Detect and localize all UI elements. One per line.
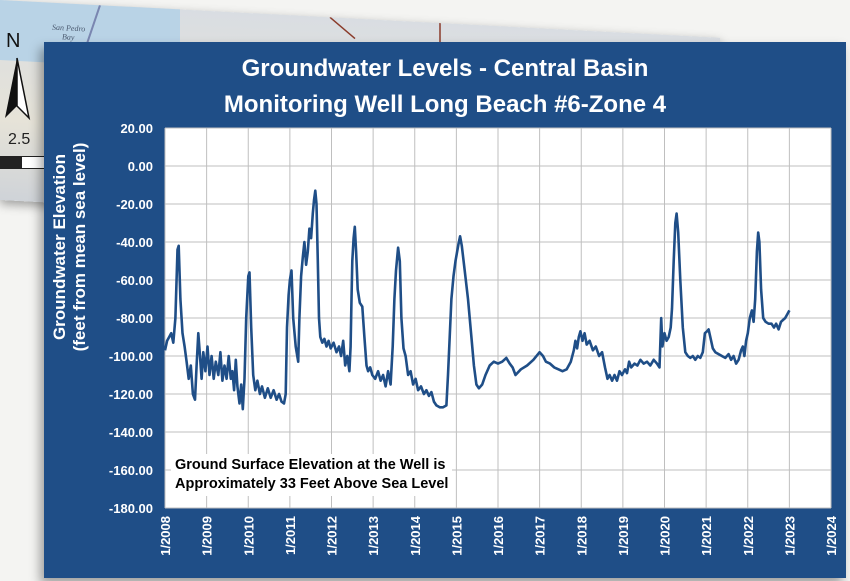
- x-tick-label: 1/2022: [741, 516, 756, 556]
- x-tick-label: 1/2018: [574, 516, 589, 556]
- x-tick-label: 1/2017: [533, 516, 548, 556]
- y-tick-label: -80.00: [116, 311, 153, 326]
- x-tick-label: 1/2020: [658, 516, 673, 556]
- chart-panel: Groundwater Levels - Central Basin Monit…: [44, 42, 846, 578]
- x-tick-label: 1/2016: [491, 516, 506, 556]
- chart-subtitle: Monitoring Well Long Beach #6-Zone 4: [223, 91, 667, 118]
- y-tick-label: -20.00: [116, 197, 153, 212]
- y-tick-label: -160.00: [109, 463, 153, 478]
- map-label-line: Bay: [62, 32, 75, 42]
- north-label: N: [6, 30, 21, 52]
- x-tick-label: 1/2019: [616, 516, 631, 556]
- annotation-line: Ground Surface Elevation at the Well is: [175, 457, 446, 473]
- y-tick-label: -60.00: [116, 273, 153, 288]
- annotation-line: Approximately 33 Feet Above Sea Level: [175, 476, 449, 492]
- y-tick-label: -140.00: [109, 425, 153, 440]
- y-tick-label: -120.00: [109, 387, 153, 402]
- x-tick-label: 1/2010: [241, 516, 256, 556]
- x-tick-label: 1/2015: [449, 516, 464, 556]
- x-tick-label: 1/2023: [782, 516, 797, 556]
- gridlines: [164, 127, 832, 509]
- scale-value: 2.5: [8, 131, 31, 148]
- map-label: San Pedro Bay: [52, 23, 85, 43]
- y-axis-ticks: 20.00 0.00 -20.00 -40.00 -60.00 -80.00 -100.00…: [109, 121, 153, 516]
- x-tick-label: 1/2009: [200, 516, 215, 556]
- x-tick-label: 1/2021: [699, 516, 714, 556]
- x-tick-label: 1/2008: [158, 516, 173, 556]
- x-tick-label: 1/2024: [824, 515, 839, 556]
- y-tick-label: -40.00: [116, 235, 153, 250]
- x-axis-ticks: 1/2008 1/2009 1/2010 1/2011 1/2012 1/2013 1/20…: [158, 515, 839, 556]
- chart-title: Groundwater Levels - Central Basin: [241, 55, 649, 82]
- y-tick-label: -180.00: [109, 501, 153, 516]
- scale-bar: [0, 156, 49, 169]
- y-tick-label: -100.00: [109, 349, 153, 364]
- x-tick-label: 1/2012: [325, 516, 340, 556]
- annotation-box: Ground Surface Elevation at the Well is …: [171, 454, 453, 496]
- groundwater-elevation-line: [163, 189, 791, 411]
- x-tick-label: 1/2013: [366, 516, 381, 556]
- line-chart: 20.00 0.00 -20.00 -40.00 -60.00 -80.00 -100.00…: [109, 121, 839, 556]
- y-tick-label: 0.00: [128, 159, 153, 174]
- north-arrow-icon: [5, 57, 31, 121]
- x-tick-label: 1/2011: [283, 516, 298, 555]
- y-tick-label: 20.00: [120, 121, 153, 136]
- x-tick-label: 1/2014: [408, 515, 423, 556]
